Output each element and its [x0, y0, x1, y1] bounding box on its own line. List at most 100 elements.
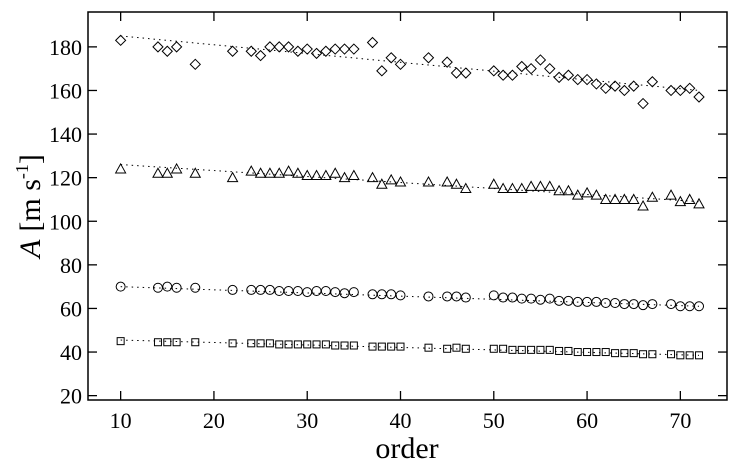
- point: [227, 284, 238, 295]
- point: [321, 340, 330, 349]
- point: [610, 298, 621, 308]
- point: [488, 65, 500, 77]
- point: [152, 41, 164, 53]
- point: [310, 169, 323, 180]
- point: [647, 299, 658, 310]
- point: [459, 182, 472, 194]
- y-tick-label: 60: [60, 296, 82, 321]
- point: [583, 348, 592, 357]
- point: [331, 341, 340, 350]
- point: [592, 348, 601, 357]
- point: [385, 52, 397, 64]
- point: [555, 346, 564, 355]
- point: [301, 169, 314, 180]
- point: [320, 169, 332, 180]
- point: [265, 339, 274, 348]
- point: [310, 47, 323, 60]
- point: [264, 41, 276, 53]
- point: [499, 344, 508, 353]
- point: [450, 178, 463, 189]
- y-tick-label: 80: [60, 253, 82, 278]
- point: [386, 289, 397, 300]
- point: [329, 167, 342, 178]
- point: [348, 169, 360, 180]
- y-label-exponent: -1: [12, 164, 32, 179]
- point: [153, 338, 162, 347]
- point: [674, 195, 687, 207]
- point: [394, 58, 407, 71]
- point: [536, 345, 545, 354]
- point: [460, 67, 472, 79]
- x-tick-label: 40: [390, 408, 412, 433]
- point: [256, 339, 265, 348]
- y-tick-label: 100: [49, 209, 82, 234]
- point: [163, 338, 172, 347]
- point: [618, 84, 631, 97]
- point: [376, 289, 387, 300]
- point: [387, 342, 396, 351]
- y-label-unit: [m s: [14, 179, 47, 232]
- point: [452, 343, 461, 352]
- point: [338, 43, 351, 55]
- point: [114, 162, 127, 174]
- point: [246, 284, 257, 295]
- point: [301, 43, 313, 55]
- point: [666, 299, 677, 310]
- point: [508, 345, 517, 354]
- point: [450, 67, 463, 79]
- point: [226, 171, 239, 183]
- point: [665, 189, 677, 200]
- point: [191, 338, 200, 347]
- point: [695, 351, 704, 360]
- trend-line: [120, 286, 700, 307]
- point: [525, 62, 537, 75]
- point: [667, 350, 676, 359]
- y-label-close: ]: [14, 154, 47, 164]
- point: [451, 291, 462, 302]
- point: [396, 342, 405, 351]
- point: [376, 65, 388, 77]
- point: [590, 78, 603, 90]
- point: [293, 340, 302, 349]
- point: [628, 80, 640, 92]
- point: [554, 295, 565, 306]
- point: [498, 292, 509, 303]
- point: [601, 348, 610, 357]
- y-label-symbol: A: [14, 239, 47, 260]
- point: [562, 184, 575, 196]
- point: [273, 167, 286, 178]
- point: [170, 162, 183, 174]
- point: [292, 167, 304, 178]
- point: [534, 180, 547, 191]
- y-tick-label: 180: [49, 35, 82, 60]
- point: [339, 288, 350, 299]
- point: [368, 342, 377, 351]
- point: [591, 296, 602, 307]
- point: [544, 293, 555, 304]
- trend-line: [120, 339, 700, 356]
- point: [581, 73, 593, 86]
- point: [320, 286, 331, 297]
- point: [582, 296, 593, 307]
- point: [590, 189, 603, 200]
- trend-line: [120, 35, 700, 91]
- point: [517, 345, 526, 354]
- point: [424, 343, 433, 352]
- point: [693, 197, 705, 209]
- point: [255, 284, 266, 295]
- point: [320, 45, 332, 57]
- point: [161, 45, 173, 57]
- point: [338, 171, 351, 183]
- point: [525, 180, 537, 191]
- point: [284, 340, 293, 349]
- point: [573, 348, 582, 357]
- point: [497, 182, 509, 194]
- point: [507, 292, 518, 303]
- x-tick-label: 20: [203, 408, 225, 433]
- y-tick-label: 140: [49, 122, 82, 147]
- x-tick-label: 70: [669, 408, 691, 433]
- point: [274, 286, 285, 297]
- point: [527, 345, 536, 354]
- y-axis-label: A [m s-1]: [12, 154, 47, 260]
